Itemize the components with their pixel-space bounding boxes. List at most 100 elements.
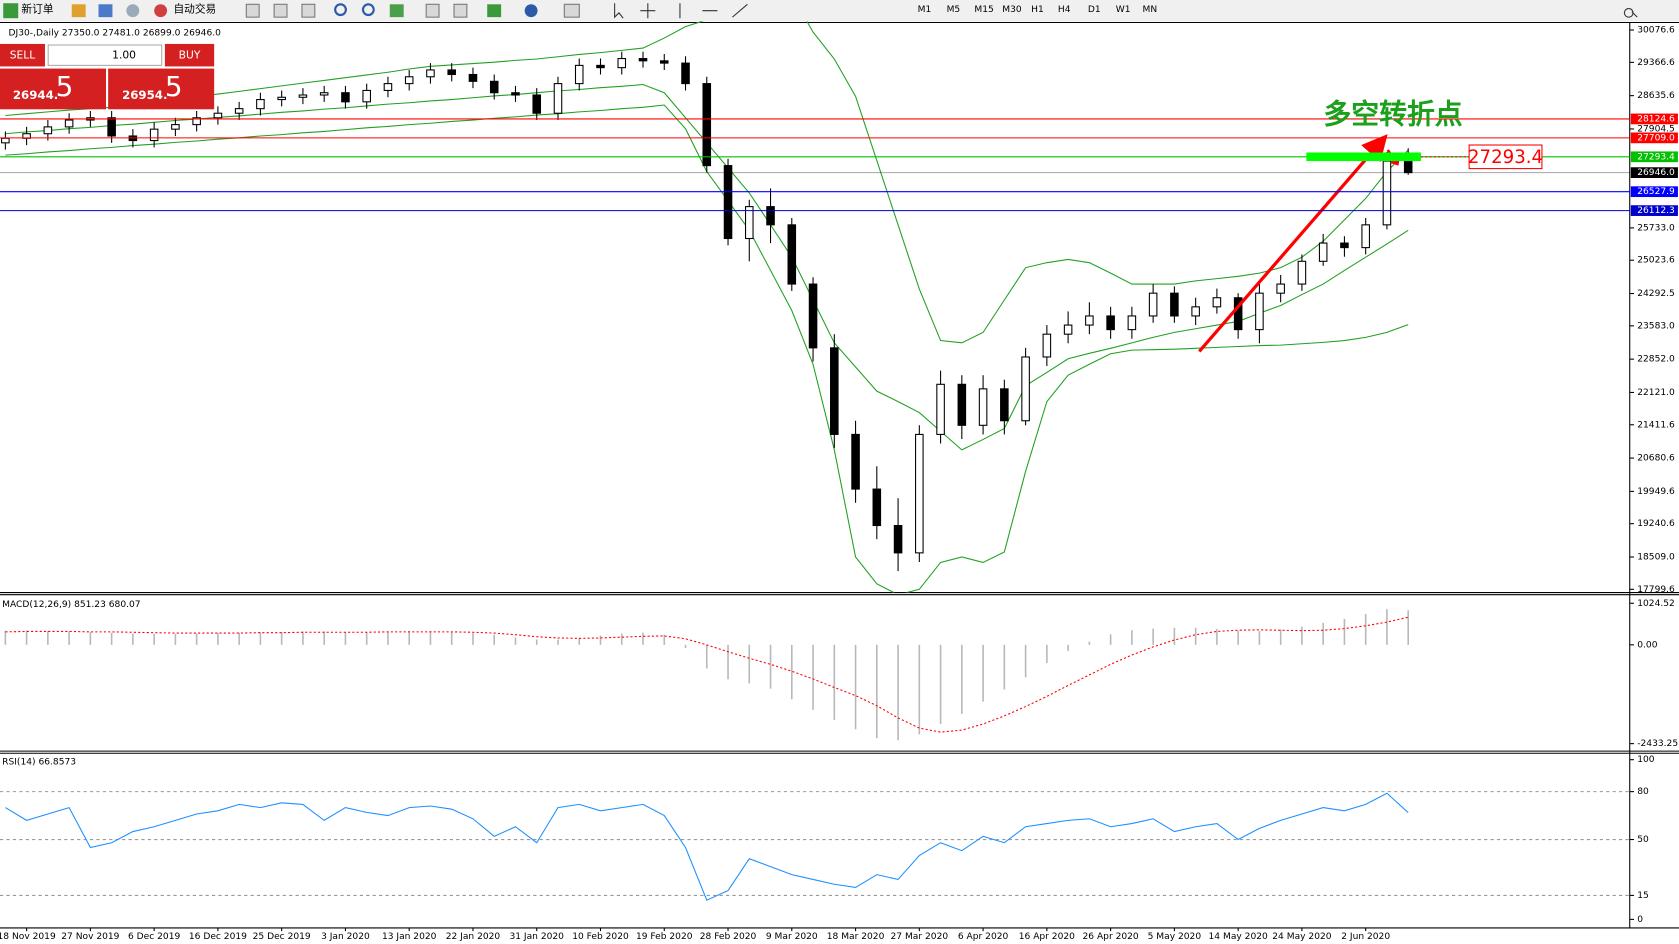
candle-body	[957, 383, 967, 426]
candle-body	[1318, 242, 1328, 262]
x-tick-label: 16 Apr 2020	[1019, 932, 1075, 942]
candle-body	[362, 89, 371, 103]
y-tick-label: 23583.0	[1637, 321, 1675, 331]
price-callout-box	[1468, 144, 1543, 170]
candle-body	[915, 433, 924, 554]
candle-body	[1148, 292, 1158, 317]
candle-body	[872, 488, 882, 527]
level-label-bg	[1630, 167, 1678, 178]
price-plot	[1, 21, 1413, 593]
timeframe-button[interactable]: M15	[974, 5, 993, 15]
y-tick-label: 25023.6	[1637, 256, 1675, 266]
zoom-in[interactable]	[334, 3, 347, 17]
trade-panel: SELL 1.00 BUY 26944. 5 26954. 5	[0, 43, 215, 110]
tool-icon[interactable]	[524, 4, 538, 18]
timeframe-button[interactable]: W1	[1116, 5, 1131, 15]
candle-body	[298, 94, 308, 98]
candle-body	[1233, 297, 1243, 331]
candle-body	[702, 83, 712, 167]
candle-body	[213, 112, 223, 119]
cursor-tool[interactable]	[614, 3, 624, 19]
buy-button[interactable]	[164, 43, 215, 67]
x-tick-label: 22 Jan 2020	[446, 932, 501, 942]
y-tick-label: 25733.0	[1637, 223, 1675, 233]
sell-button[interactable]	[0, 43, 45, 67]
buy-label[interactable]: BUY	[179, 49, 201, 62]
tool-icon[interactable]	[245, 3, 260, 18]
x-tick-label: 6 Dec 2019	[128, 932, 181, 942]
tool-icon[interactable]	[71, 4, 86, 18]
tool-icon[interactable]	[453, 3, 468, 18]
auto-trading-icon[interactable]	[154, 4, 168, 18]
y-tick-label: -2433.25	[1637, 739, 1678, 749]
candle-body	[1106, 315, 1115, 331]
bid-main[interactable]: 26944.	[13, 88, 58, 102]
level-label-bg	[1630, 205, 1678, 216]
candle-body	[830, 347, 839, 435]
candle-body	[1361, 224, 1370, 249]
candle-body	[745, 206, 754, 240]
x-tick-label: 16 Dec 2019	[189, 932, 247, 942]
candle-body	[1085, 315, 1094, 326]
search-icon[interactable]	[1623, 8, 1638, 18]
tool-icon[interactable]	[563, 3, 580, 18]
candle-body	[1063, 324, 1073, 335]
timeframe-button[interactable]: M1	[918, 5, 932, 15]
y-tick-label: 20680.6	[1637, 454, 1675, 464]
candle-body	[511, 92, 520, 96]
new-order-icon[interactable]	[3, 3, 19, 19]
tool-icon[interactable]	[98, 4, 113, 18]
x-tick-label: 24 May 2020	[1272, 932, 1331, 942]
toolbar-bg	[0, 0, 1679, 22]
timeframe-button[interactable]: MN	[1143, 5, 1158, 15]
timeframe-button[interactable]: M5	[947, 5, 961, 15]
x-tick-label: 6 Apr 2020	[958, 932, 1009, 942]
y-tick-label: 50	[1637, 835, 1649, 845]
buy-price-box[interactable]	[108, 68, 215, 110]
x-tick-label: 31 Jan 2020	[509, 932, 564, 942]
candle-body	[574, 64, 584, 85]
ask-pips[interactable]: 5	[165, 70, 183, 103]
bid-pips[interactable]: 5	[56, 70, 74, 103]
tool-icon[interactable]	[425, 3, 440, 18]
sell-price-box[interactable]	[0, 68, 107, 110]
y-tick-label: 0	[1637, 915, 1643, 925]
candle-body	[1297, 260, 1307, 285]
x-tick-label: 2 Jun 2020	[1341, 932, 1390, 942]
timeframe-button[interactable]: H1	[1031, 5, 1044, 15]
candle-body	[107, 117, 116, 137]
auto-trading-button[interactable]: 自动交易	[173, 3, 216, 16]
sell-label[interactable]: SELL	[10, 49, 36, 62]
timeframe-button[interactable]: D1	[1088, 5, 1101, 15]
y-tick-label: 19949.6	[1637, 487, 1675, 497]
candle-body	[192, 117, 201, 126]
tool-icon[interactable]	[301, 3, 316, 18]
draw-tools[interactable]	[679, 3, 748, 19]
candle-body	[277, 96, 286, 101]
candle-body	[1000, 388, 1009, 422]
zoom-out[interactable]	[361, 3, 375, 17]
lots-input[interactable]	[47, 44, 163, 66]
tool-icon[interactable]	[273, 3, 288, 18]
new-order-button[interactable]: 新订单	[21, 3, 53, 16]
level-label-bg	[1630, 132, 1678, 144]
candle-body	[659, 60, 669, 64]
timeframe-button[interactable]: H4	[1058, 5, 1071, 15]
tool-icon[interactable]	[126, 4, 140, 18]
tool-icon[interactable]	[389, 4, 404, 18]
candle-body	[638, 58, 648, 62]
lots-value[interactable]: 1.00	[112, 49, 136, 62]
y-tick-label: 100	[1637, 755, 1655, 765]
ask-main[interactable]: 26954.	[122, 88, 167, 102]
y-tick-label: 27904.5	[1637, 124, 1675, 134]
candle-body	[936, 383, 945, 435]
y-tick-label: 17799.6	[1637, 585, 1675, 595]
rsi-line	[5, 792, 1409, 901]
timeframe-button[interactable]: M30	[1002, 5, 1022, 15]
crosshair-tool[interactable]	[640, 3, 656, 19]
tool-icon[interactable]	[487, 4, 502, 18]
candle-body	[1255, 292, 1264, 331]
level-label: 27709.0	[1637, 133, 1675, 143]
